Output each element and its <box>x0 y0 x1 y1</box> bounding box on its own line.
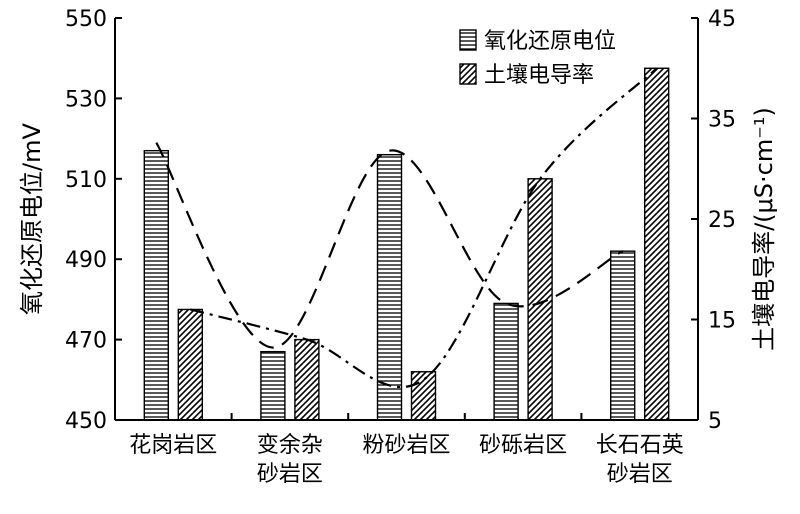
left-tick-label: 470 <box>65 329 107 354</box>
legend-swatch-redox <box>459 29 477 51</box>
bars-layer <box>143 67 670 421</box>
bar-redox-4 <box>493 302 519 421</box>
trend-line-conductivity <box>190 67 658 388</box>
left-tick-label: 450 <box>65 409 107 434</box>
right-tick-label: 45 <box>708 7 736 32</box>
bar-conductivity-3 <box>410 371 437 421</box>
left-tick-label: 550 <box>65 7 107 32</box>
bar-redox-5 <box>610 250 636 421</box>
trend-lines-layer <box>155 67 658 388</box>
right-axis-title: 土壤电导率/(μS·cm⁻¹) <box>750 107 778 351</box>
bar-conductivity-1 <box>177 308 204 421</box>
bar-conductivity-5 <box>644 67 670 421</box>
bar-conductivity-2 <box>294 338 320 421</box>
bar-redox-1 <box>143 149 170 421</box>
right-tick-label: 25 <box>708 208 736 233</box>
left-tick-label: 490 <box>65 248 107 273</box>
right-tick-label: 15 <box>708 309 736 334</box>
legend-label-redox: 氧化还原电位 <box>484 29 616 54</box>
category-label: 变余杂砂岩区 <box>257 433 323 487</box>
legend-label-conductivity: 土壤电导率 <box>484 63 594 88</box>
left-tick-label: 530 <box>65 87 107 112</box>
left-tick-label: 510 <box>65 168 107 193</box>
right-tick-label: 5 <box>708 409 722 434</box>
category-label: 花岗岩区 <box>129 433 217 458</box>
left-axis-title: 氧化还原电位/mV <box>18 122 46 314</box>
category-label: 粉砂岩区 <box>362 433 450 458</box>
bar-redox-3 <box>376 153 403 421</box>
legend-swatch-conductivity <box>459 63 477 85</box>
category-label: 砂砾岩区 <box>479 433 567 458</box>
trend-line-redox <box>155 142 624 349</box>
bar-redox-2 <box>260 350 286 421</box>
right-tick-label: 35 <box>708 108 736 133</box>
axes-layer: 450 470 490 510 530 550 5 15 25 35 45 花岗岩区 变余杂砂岩区 粉砂岩… <box>18 7 778 487</box>
category-label: 长石石英砂岩区 <box>596 433 684 487</box>
bar-conductivity-4 <box>527 178 553 421</box>
